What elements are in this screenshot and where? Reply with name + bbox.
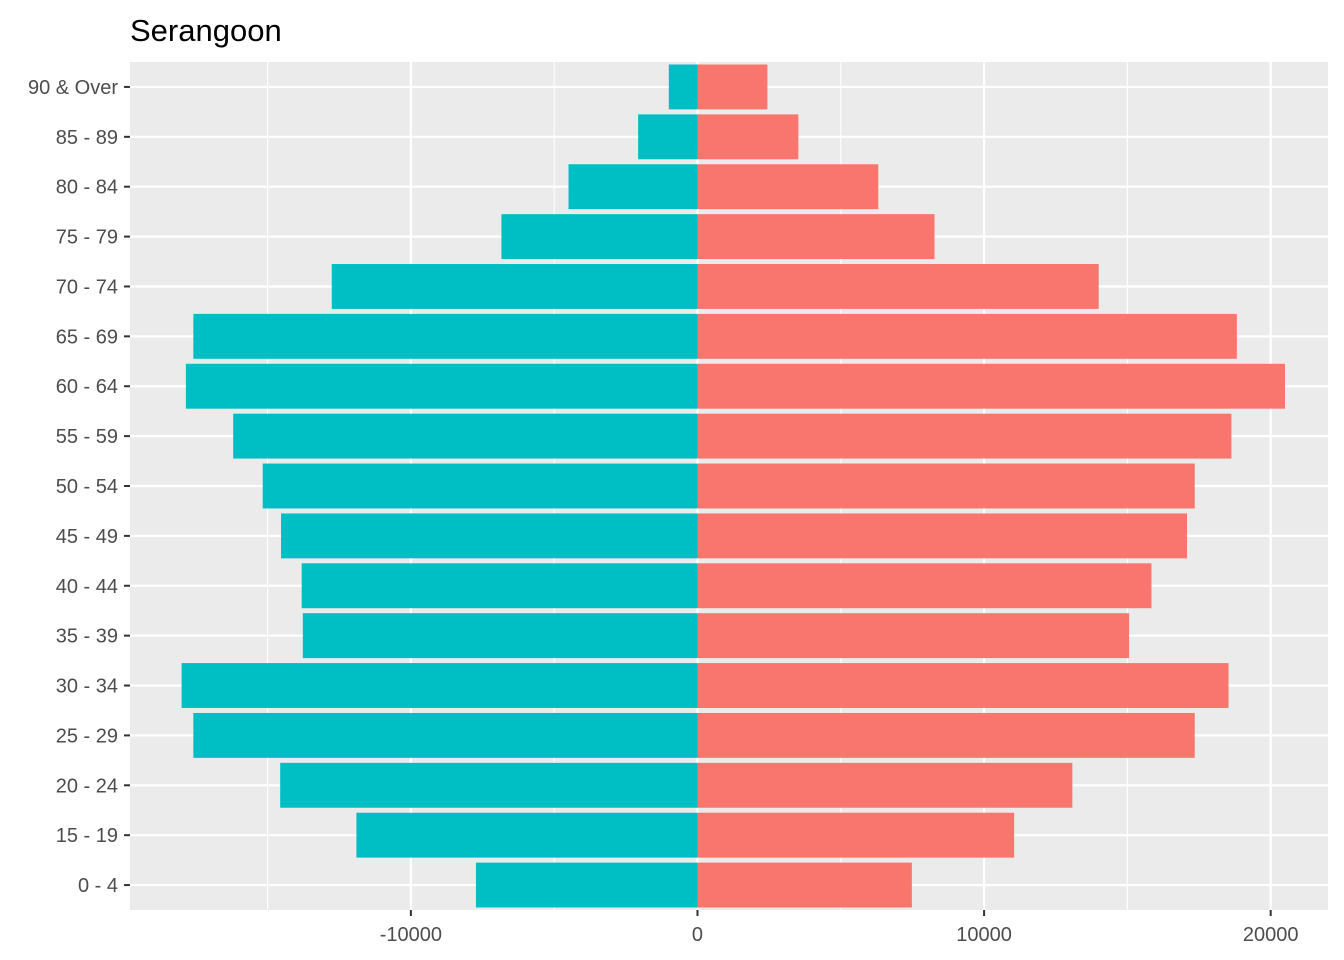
bar-positive-9 [697,413,1232,459]
bar-positive-1 [697,812,1015,858]
bar-positive-11 [697,313,1237,359]
bar-positive-10 [697,363,1286,409]
y-tick-label: 65 - 69 [56,326,118,348]
y-tick-label: 30 - 34 [56,676,118,698]
bar-negative-15 [638,114,698,160]
y-tick-label: 50 - 54 [56,476,118,498]
bar-positive-7 [697,513,1187,559]
bar-negative-3 [193,712,698,758]
y-tick-label: 45 - 49 [56,526,118,548]
y-axis: 0 - 4 15 - 19 20 - 24 25 - 29 30 - 34 35 - 39… [28,77,130,897]
x-tick-label: 20000 [1243,924,1299,946]
x-axis: -10000 0 10000 20000 [380,910,1299,946]
y-tick-label: 20 - 24 [56,775,118,797]
chart-title: Serangoon [130,13,282,48]
x-tick-label: 0 [692,924,703,946]
bar-negative-14 [568,164,698,210]
y-tick-label: 40 - 44 [56,576,118,598]
bar-positive-15 [697,114,799,160]
bar-negative-16 [668,64,698,110]
bar-negative-8 [262,463,698,509]
bar-negative-12 [331,264,698,309]
bar-positive-3 [697,712,1195,758]
y-tick-label: 60 - 64 [56,376,118,398]
y-tick-label: 25 - 29 [56,725,118,747]
bar-negative-7 [281,513,698,559]
y-tick-label: 15 - 19 [56,825,118,847]
bars [181,64,1286,908]
y-tick-label: 35 - 39 [56,626,118,648]
y-tick-label: 55 - 59 [56,426,118,448]
bar-positive-2 [697,762,1073,808]
bar-negative-5 [302,613,698,659]
bar-negative-2 [280,762,698,808]
bar-positive-8 [697,463,1195,509]
bar-positive-6 [697,563,1152,609]
bar-positive-0 [697,862,912,908]
bar-negative-11 [193,313,698,359]
y-tick-label: 80 - 84 [56,177,118,199]
y-tick-label: 90 & Over [28,77,118,99]
bar-negative-10 [185,363,698,409]
bar-positive-5 [697,613,1130,659]
bar-positive-4 [697,663,1229,708]
bar-positive-14 [697,164,879,210]
bar-positive-12 [697,264,1099,309]
bar-negative-13 [501,214,698,260]
bar-negative-4 [181,663,698,708]
y-tick-label: 85 - 89 [56,127,118,149]
bar-negative-9 [233,413,698,459]
x-tick-label: 10000 [956,924,1012,946]
bar-positive-16 [697,64,768,110]
y-tick-label: 70 - 74 [56,276,118,298]
bar-negative-0 [475,862,698,908]
y-tick-label: 75 - 79 [56,227,118,249]
bar-negative-6 [301,563,698,609]
bar-negative-1 [356,812,698,858]
bar-positive-13 [697,214,935,260]
y-tick-label: 0 - 4 [78,875,118,897]
x-tick-label: -10000 [380,924,442,946]
